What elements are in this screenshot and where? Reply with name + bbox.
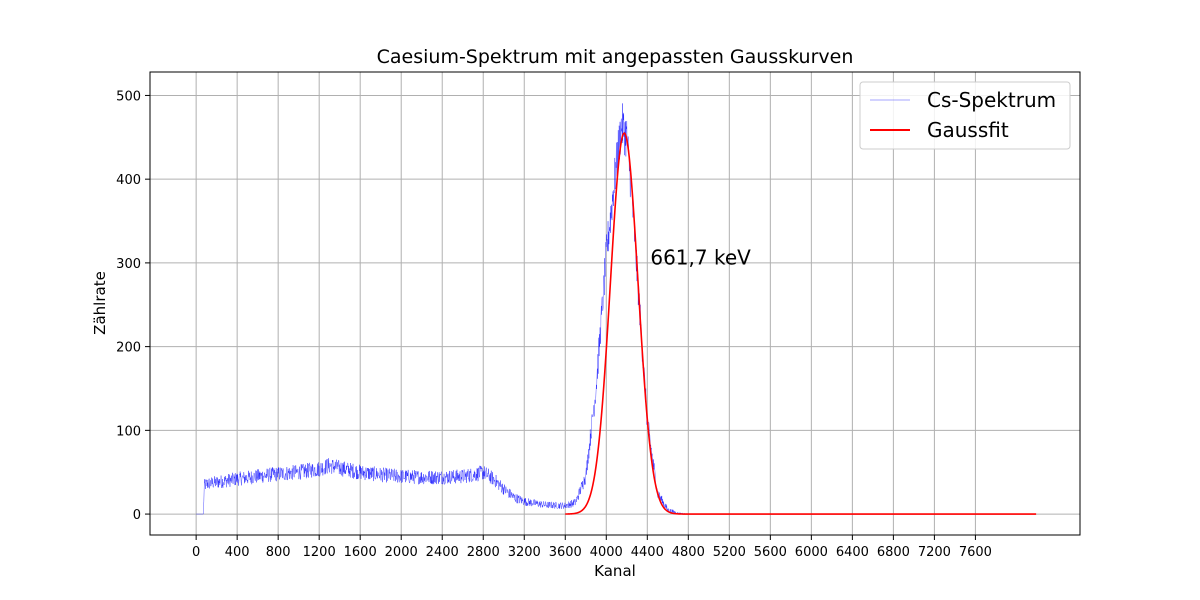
x-tick-label: 6800	[877, 545, 910, 560]
x-tick-label: 4800	[672, 545, 705, 560]
x-tick-label: 1600	[344, 545, 377, 560]
axis-ticks: 0 400 800 1200 1600 2000 2400 2800 3200 3600 4000 4…	[116, 89, 992, 560]
x-tick-label: 5200	[713, 545, 746, 560]
y-tick-label: 200	[116, 341, 141, 356]
gaussfit-line	[565, 132, 1037, 515]
x-tick-label: 2000	[385, 545, 418, 560]
x-tick-label: 7200	[918, 545, 951, 560]
legend-box	[859, 81, 1071, 150]
y-axis-label: Zählrate	[91, 271, 109, 335]
y-tick-label: 0	[133, 508, 141, 523]
x-tick-label: 800	[266, 545, 291, 560]
x-axis-label: Kanal	[594, 562, 636, 580]
x-tick-label: 400	[225, 545, 250, 560]
plot-frame	[149, 71, 1081, 536]
x-tick-label: 3600	[549, 545, 582, 560]
x-tick-label: 1200	[303, 545, 336, 560]
y-tick-label: 500	[116, 89, 141, 104]
chart-title: Caesium-Spektrum mit angepassten Gaussku…	[377, 46, 854, 68]
y-tick-label: 400	[116, 173, 141, 188]
y-tick-label: 300	[116, 257, 141, 272]
x-tick-label: 4400	[631, 545, 664, 560]
x-tick-label: 4000	[590, 545, 623, 560]
legend-label-cs-spektrum: Cs-Spektrum	[927, 88, 1056, 112]
x-tick-label: 0	[192, 545, 200, 560]
legend: Cs-Spektrum Gaussfit	[859, 81, 1071, 150]
x-tick-label: 6400	[836, 545, 869, 560]
x-tick-label: 2400	[426, 545, 459, 560]
x-tick-label: 5600	[754, 545, 787, 560]
x-tick-label: 2800	[467, 545, 500, 560]
y-tick-label: 100	[116, 424, 141, 439]
x-tick-label: 6000	[795, 545, 828, 560]
legend-label-gaussfit: Gaussfit	[927, 118, 1009, 142]
x-tick-label: 3200	[508, 545, 541, 560]
peak-annotation: 661,7 keV	[650, 246, 751, 270]
x-tick-label: 7600	[959, 545, 992, 560]
